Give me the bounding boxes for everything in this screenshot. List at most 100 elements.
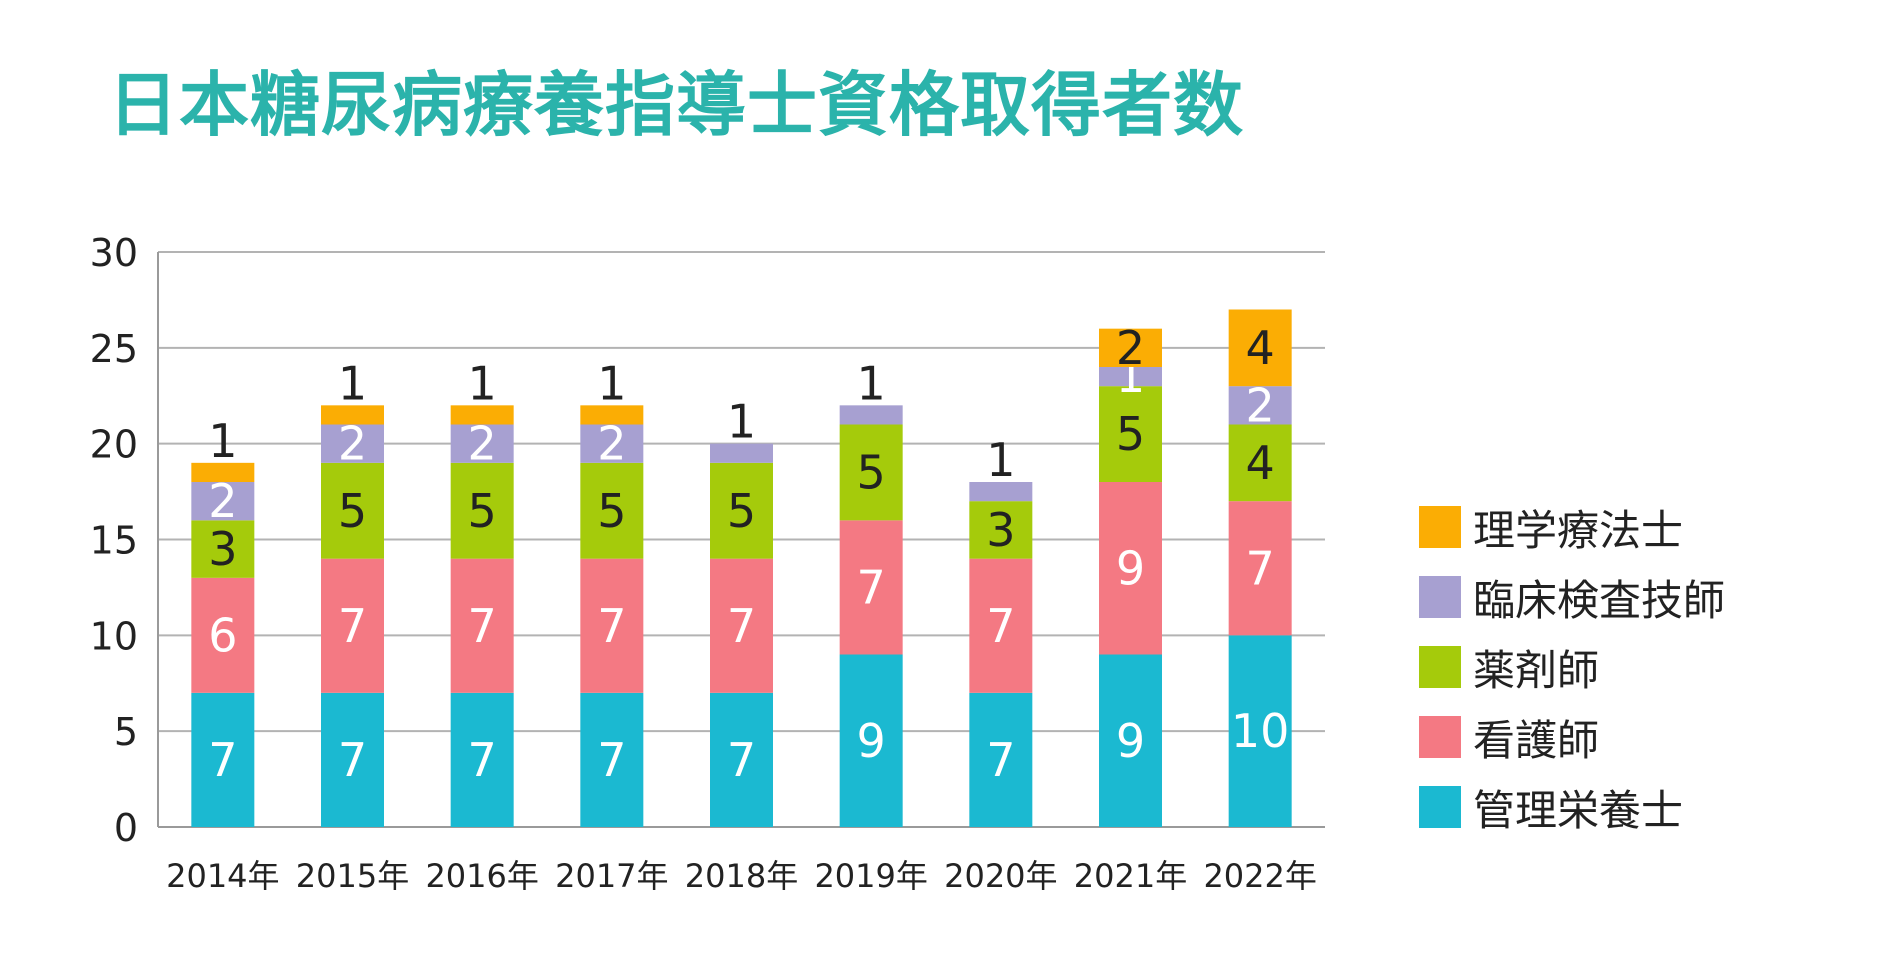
bar-segment (1099, 482, 1162, 655)
bar-segment (450, 405, 514, 425)
y-tick-label: 5 (114, 710, 138, 754)
bar-segment (1099, 328, 1162, 367)
x-tick-label: 2017年 (555, 857, 668, 895)
data-label: 2 (468, 417, 497, 471)
data-label: 10 (1231, 704, 1290, 758)
legend: 理学療法士臨床検査技師 薬剤師看護師管理栄養士 (1419, 492, 1725, 842)
data-label: 7 (468, 733, 497, 787)
data-label: 3 (208, 522, 237, 576)
data-label: 7 (727, 599, 756, 653)
bar-segment (969, 482, 1033, 502)
x-tick-label: 2015年 (296, 857, 409, 895)
data-label: 2 (208, 474, 237, 528)
legend-item: 管理栄養士 (1419, 772, 1725, 842)
data-label: 1 (857, 356, 886, 410)
data-label: 2 (338, 417, 367, 471)
bar-segment (1228, 386, 1292, 425)
data-label: 5 (468, 484, 497, 538)
legend-label: 臨床検査技師 (1473, 575, 1726, 625)
x-axis-tick-labels: 2014年 2015年 2016年 2017年 2018年 2019年 2020年 2021年… (166, 857, 1317, 895)
x-tick-label: 2019年 (814, 857, 927, 895)
legend-label: 理学療法士 (1473, 505, 1684, 555)
bar-segment (710, 558, 773, 693)
bar-segment (1099, 386, 1162, 482)
bar-segment (969, 501, 1033, 559)
bar-segment (191, 577, 255, 693)
y-tick-label: 10 (90, 614, 138, 658)
data-label: 7 (597, 733, 626, 787)
bar-segment (580, 424, 644, 463)
legend-swatch (1419, 786, 1461, 828)
bar-segment (580, 692, 644, 827)
bar-stack-2018年: 7 7 5 1 (710, 395, 773, 827)
legend-item: 看護師 (1419, 702, 1725, 772)
data-label: 9 (1116, 541, 1145, 595)
legend-label: 看護師 (1473, 715, 1600, 765)
data-label: 7 (1246, 541, 1275, 595)
bar-segment (321, 558, 384, 693)
bar-segment (450, 462, 514, 559)
data-label: 6 (208, 608, 237, 662)
bar-segment (1228, 309, 1292, 387)
data-label: 1 (597, 356, 626, 410)
bar-stack-2016年: 7 7 5 2 1 (450, 356, 514, 827)
data-label: 4 (1246, 321, 1275, 375)
bar-segment (969, 558, 1033, 693)
data-label: 4 (1246, 436, 1275, 490)
x-tick-label: 2022年 (1203, 857, 1316, 895)
data-label: 7 (986, 733, 1015, 787)
data-label: 1 (208, 414, 237, 468)
data-label: 5 (338, 484, 367, 538)
data-label: 7 (338, 733, 367, 787)
data-label: 7 (986, 599, 1015, 653)
data-label: 5 (727, 484, 756, 538)
data-label: 9 (857, 714, 886, 768)
data-label: 7 (857, 560, 886, 614)
data-label: 1 (727, 395, 756, 449)
y-tick-label: 30 (90, 231, 138, 275)
legend-item: 薬剤師 (1419, 632, 1725, 702)
bar-segment (191, 462, 255, 482)
x-tick-label: 2018年 (685, 857, 798, 895)
x-tick-label: 2016年 (425, 857, 538, 895)
bar-segment (321, 405, 384, 425)
data-label: 2 (597, 417, 626, 471)
data-label: 7 (597, 599, 626, 653)
data-label: 7 (338, 599, 367, 653)
y-tick-label: 20 (90, 423, 138, 467)
bar-stack-2015年: 7 7 5 2 1 (321, 356, 384, 827)
bar-segment (450, 558, 514, 693)
data-label: 7 (727, 733, 756, 787)
bar-stack-2017年: 7 7 5 2 1 (580, 356, 644, 827)
legend-swatch (1419, 576, 1461, 618)
x-tick-label: 2021年 (1074, 857, 1187, 895)
bar-segment (450, 692, 514, 827)
y-tick-label: 15 (90, 519, 138, 563)
x-tick-label: 2014年 (166, 857, 279, 895)
bar-segment (580, 405, 644, 425)
bar-segment (191, 520, 255, 578)
data-label: 7 (468, 599, 497, 653)
data-label: 1 (986, 433, 1015, 487)
bar-segment (191, 482, 255, 521)
data-label: 5 (597, 484, 626, 538)
bar-segment (839, 654, 903, 827)
bar-stack-2014年: 7 6 32 1 (191, 414, 255, 827)
bar-stack-2022年: 10 7 424 (1228, 309, 1292, 827)
data-label: 9 (1116, 714, 1145, 768)
data-label: 5 (857, 445, 886, 499)
bar-segment (710, 443, 773, 463)
bar-segment (1099, 654, 1162, 827)
data-label: 1 (468, 356, 497, 410)
bar-segment (839, 405, 903, 425)
bar-stack-2020年: 7 7 3 1 (969, 433, 1033, 827)
legend-label: 薬剤師 (1473, 645, 1600, 695)
data-label: 1 (338, 356, 367, 410)
bar-stack-2019年: 9 7 5 1 (839, 356, 903, 827)
bar-segment (1099, 367, 1162, 387)
bar-segment (969, 692, 1033, 827)
bar-segment (580, 558, 644, 693)
bar-segment (321, 692, 384, 827)
